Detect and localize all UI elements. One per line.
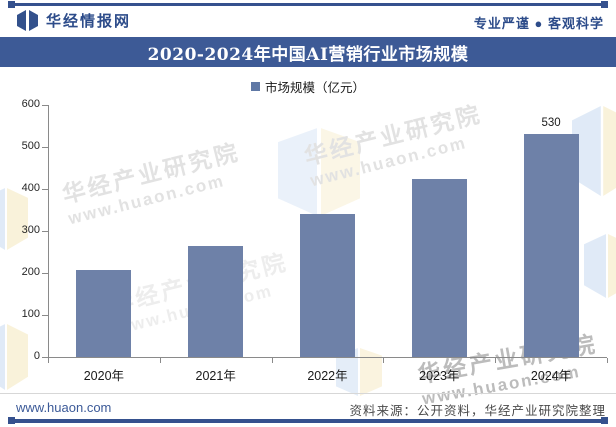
bar-2023年 [411,178,467,357]
x-axis-tick [495,358,497,363]
footer-site-link[interactable]: www.huaon.com [16,400,112,415]
bar-2020年 [76,270,132,357]
header: 华经情报网 专业严谨 ● 客观科学 [0,8,616,36]
y-axis-tick [42,315,48,316]
chart-legend: 市场规模（亿元） [0,77,616,96]
y-axis-tick [42,231,48,232]
y-axis-tick [42,357,48,358]
legend-swatch [250,82,260,91]
legend-label: 市场规模（亿元） [264,81,365,95]
watermark-logo-icon [278,128,360,216]
x-axis-tick [383,358,385,363]
x-axis-tick [159,358,161,363]
x-axis-label: 2024年 [530,369,572,383]
brand: 华经情报网 [16,10,131,31]
y-axis-tick [42,273,48,274]
top-rule [8,1,608,8]
bar-chart: 华经产业研究院 www.huaon.com 华经产业研究院 www.huaon.co… [0,96,616,408]
x-axis-tick [271,358,273,363]
y-axis-tick-label: 0 [33,350,40,362]
bar-value-label: 530 [541,117,561,130]
y-axis [48,105,49,358]
y-axis-tick-label: 400 [21,182,40,194]
watermark-logo-icon [584,234,616,298]
y-axis-tick [42,189,48,190]
x-axis-tick [48,358,49,363]
x-axis [48,357,607,358]
y-axis-tick-label: 500 [21,140,40,152]
watermark-logo-icon [0,188,28,250]
footer-source-note: 资料来源：公开资料，华经产业研究院整理 [349,404,606,418]
chart-title-bar: 2020-2024年中国AI营销行业市场规模 [0,37,616,67]
y-axis-tick-label: 100 [21,308,40,320]
bar-2024年 [523,134,579,357]
y-axis-tick [42,105,48,106]
y-axis-tick-label: 300 [21,224,40,236]
header-slogan: 专业严谨 ● 客观科学 [473,16,604,31]
footer: www.huaon.com 资料来源：公开资料，华经产业研究院整理 [0,399,616,418]
brand-name: 华经情报网 [46,13,132,30]
x-axis-label: 2021年 [195,369,236,383]
y-axis-tick [42,147,48,148]
brand-logo-icon [17,10,38,31]
x-axis-tick [607,358,608,363]
bar-2021年 [188,245,244,357]
x-axis-label: 2023年 [419,369,460,383]
chart-title: 2020-2024年中国AI营销行业市场规模 [147,44,469,65]
bottom-rule [8,417,608,424]
y-axis-tick-label: 200 [21,266,40,278]
y-axis-tick-label: 600 [21,98,40,110]
x-axis-label: 2022年 [307,369,348,383]
bar-2022年 [300,214,355,357]
footer-divider [0,393,616,394]
x-axis-label: 2020年 [83,369,125,383]
watermark-logo-icon [572,106,616,196]
